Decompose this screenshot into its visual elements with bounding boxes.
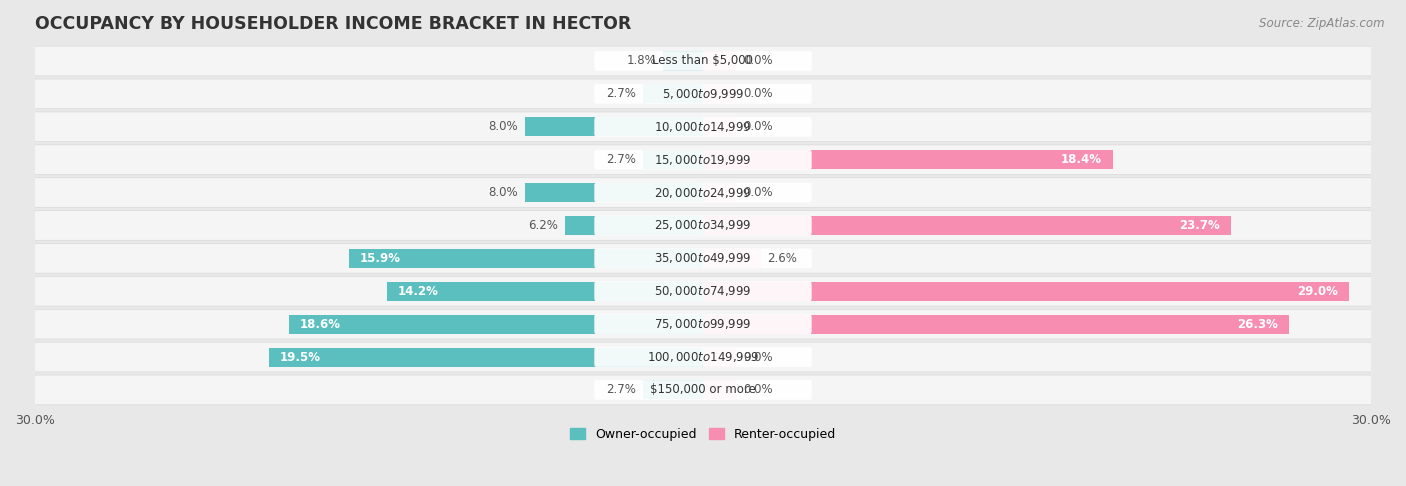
Text: $5,000 to $9,999: $5,000 to $9,999 xyxy=(662,87,744,101)
Text: $20,000 to $24,999: $20,000 to $24,999 xyxy=(654,186,752,200)
Bar xyxy=(269,347,703,366)
FancyBboxPatch shape xyxy=(35,310,1371,339)
FancyBboxPatch shape xyxy=(35,342,1371,372)
FancyBboxPatch shape xyxy=(595,248,811,268)
Text: $50,000 to $74,999: $50,000 to $74,999 xyxy=(654,284,752,298)
Bar xyxy=(662,52,703,70)
Text: $10,000 to $14,999: $10,000 to $14,999 xyxy=(654,120,752,134)
Text: $150,000 or more: $150,000 or more xyxy=(650,383,756,397)
Bar xyxy=(524,183,703,202)
Text: 18.4%: 18.4% xyxy=(1060,153,1102,166)
FancyBboxPatch shape xyxy=(35,79,1371,109)
FancyBboxPatch shape xyxy=(35,244,1371,273)
FancyBboxPatch shape xyxy=(35,145,1371,174)
Bar xyxy=(703,85,737,104)
Bar xyxy=(703,52,737,70)
FancyBboxPatch shape xyxy=(35,47,1371,75)
FancyBboxPatch shape xyxy=(595,281,811,301)
Bar xyxy=(643,381,703,399)
Bar xyxy=(703,150,1112,169)
Text: Source: ZipAtlas.com: Source: ZipAtlas.com xyxy=(1260,17,1385,30)
Text: 15.9%: 15.9% xyxy=(360,252,401,265)
Text: 8.0%: 8.0% xyxy=(488,186,519,199)
Bar xyxy=(703,249,761,268)
Text: Less than $5,000: Less than $5,000 xyxy=(652,54,754,68)
FancyBboxPatch shape xyxy=(35,276,1371,306)
Text: 0.0%: 0.0% xyxy=(744,383,773,397)
FancyBboxPatch shape xyxy=(35,46,1371,76)
Text: 29.0%: 29.0% xyxy=(1296,285,1337,298)
Text: 0.0%: 0.0% xyxy=(744,186,773,199)
Bar xyxy=(703,117,737,136)
Text: $75,000 to $99,999: $75,000 to $99,999 xyxy=(654,317,752,331)
Text: 26.3%: 26.3% xyxy=(1237,318,1278,330)
Text: 14.2%: 14.2% xyxy=(398,285,439,298)
Bar xyxy=(703,381,737,399)
Text: 8.0%: 8.0% xyxy=(488,120,519,133)
FancyBboxPatch shape xyxy=(35,309,1371,339)
Bar xyxy=(387,282,703,301)
FancyBboxPatch shape xyxy=(595,51,811,71)
Text: 2.6%: 2.6% xyxy=(768,252,797,265)
Text: $35,000 to $49,999: $35,000 to $49,999 xyxy=(654,251,752,265)
FancyBboxPatch shape xyxy=(595,380,811,400)
FancyBboxPatch shape xyxy=(35,211,1371,240)
Text: 19.5%: 19.5% xyxy=(280,350,321,364)
Legend: Owner-occupied, Renter-occupied: Owner-occupied, Renter-occupied xyxy=(565,423,841,446)
Bar xyxy=(643,85,703,104)
Text: 0.0%: 0.0% xyxy=(744,54,773,68)
Text: 0.0%: 0.0% xyxy=(744,350,773,364)
FancyBboxPatch shape xyxy=(35,112,1371,142)
Text: 2.7%: 2.7% xyxy=(606,383,636,397)
FancyBboxPatch shape xyxy=(35,243,1371,274)
Text: $25,000 to $34,999: $25,000 to $34,999 xyxy=(654,219,752,232)
Text: 2.7%: 2.7% xyxy=(606,153,636,166)
FancyBboxPatch shape xyxy=(595,84,811,104)
FancyBboxPatch shape xyxy=(35,210,1371,241)
Bar xyxy=(643,150,703,169)
Bar xyxy=(703,347,737,366)
Text: OCCUPANCY BY HOUSEHOLDER INCOME BRACKET IN HECTOR: OCCUPANCY BY HOUSEHOLDER INCOME BRACKET … xyxy=(35,15,631,33)
FancyBboxPatch shape xyxy=(595,216,811,235)
FancyBboxPatch shape xyxy=(595,347,811,367)
FancyBboxPatch shape xyxy=(595,183,811,203)
Text: 0.0%: 0.0% xyxy=(744,120,773,133)
FancyBboxPatch shape xyxy=(595,117,811,137)
Text: 23.7%: 23.7% xyxy=(1178,219,1219,232)
Text: 0.0%: 0.0% xyxy=(744,87,773,101)
FancyBboxPatch shape xyxy=(35,79,1371,108)
Bar xyxy=(565,216,703,235)
FancyBboxPatch shape xyxy=(595,150,811,170)
Bar xyxy=(349,249,703,268)
FancyBboxPatch shape xyxy=(35,376,1371,404)
Text: $100,000 to $149,999: $100,000 to $149,999 xyxy=(647,350,759,364)
FancyBboxPatch shape xyxy=(595,314,811,334)
Bar xyxy=(524,117,703,136)
FancyBboxPatch shape xyxy=(35,177,1371,208)
Bar xyxy=(703,183,737,202)
FancyBboxPatch shape xyxy=(35,112,1371,141)
Bar xyxy=(703,282,1348,301)
Text: 6.2%: 6.2% xyxy=(529,219,558,232)
Text: 1.8%: 1.8% xyxy=(627,54,657,68)
Bar xyxy=(288,314,703,334)
Text: $15,000 to $19,999: $15,000 to $19,999 xyxy=(654,153,752,167)
FancyBboxPatch shape xyxy=(35,375,1371,405)
Text: 2.7%: 2.7% xyxy=(606,87,636,101)
Text: 18.6%: 18.6% xyxy=(299,318,340,330)
Bar xyxy=(703,314,1289,334)
FancyBboxPatch shape xyxy=(35,178,1371,207)
Bar xyxy=(703,216,1230,235)
FancyBboxPatch shape xyxy=(35,343,1371,371)
FancyBboxPatch shape xyxy=(35,277,1371,306)
FancyBboxPatch shape xyxy=(35,144,1371,175)
